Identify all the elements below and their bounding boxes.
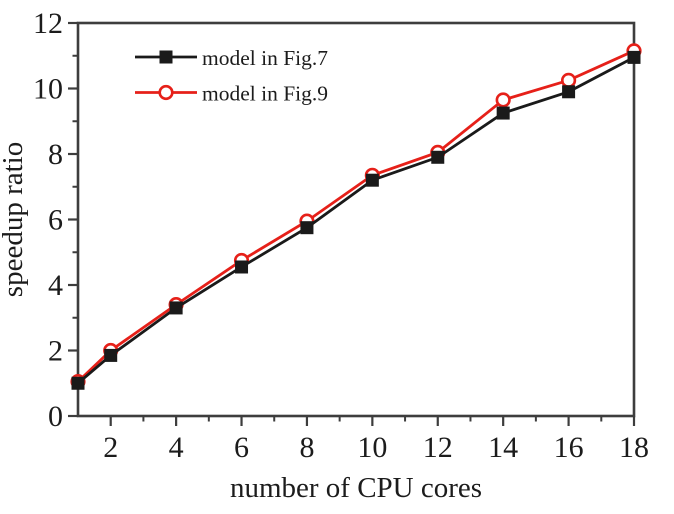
x-axis-tick-label: 10 [357, 431, 387, 464]
data-point-marker-square [365, 173, 379, 187]
series-line [77, 56, 635, 385]
data-point-marker-square [169, 301, 183, 315]
x-axis-tick-label: 14 [488, 431, 518, 464]
y-axis-title: speedup ratio [0, 142, 29, 297]
y-axis-tick-label: 4 [48, 269, 63, 302]
legend-entry-label: model in Fig.9 [202, 82, 328, 106]
x-axis-tick-label: 18 [619, 431, 649, 464]
data-point-marker-circle [158, 84, 174, 101]
x-axis-tick-label: 8 [299, 431, 314, 464]
data-point-marker-square [496, 106, 510, 120]
series-line [77, 49, 635, 383]
data-point-marker-circle [495, 92, 511, 108]
data-point-marker-square [300, 221, 314, 235]
data-point-marker-square [71, 376, 85, 390]
y-axis-tick-label: 6 [48, 204, 63, 237]
data-point-marker-square [431, 150, 445, 164]
data-point-marker-square [104, 348, 118, 362]
y-axis-tick-label: 10 [33, 73, 63, 106]
data-point-marker-square [562, 85, 576, 99]
y-axis-tick-label: 0 [48, 400, 63, 433]
x-axis-tick-label: 12 [423, 431, 453, 464]
legend-entry-label: model in Fig.7 [202, 46, 328, 70]
y-axis-tick-label: 2 [48, 335, 63, 368]
y-axis-tick-label: 12 [33, 7, 63, 40]
data-point-marker-circle [560, 72, 577, 88]
data-point-marker-square [159, 50, 173, 64]
y-axis-tick-label: 8 [48, 138, 63, 171]
data-point-marker-square [235, 260, 249, 274]
x-axis-tick-label: 6 [234, 431, 249, 464]
x-axis-tick-label: 16 [554, 431, 584, 464]
data-point-marker-square [627, 50, 641, 64]
plot-border [76, 21, 636, 418]
x-axis-tick-label: 2 [103, 431, 118, 464]
x-axis-title: number of CPU cores [230, 472, 482, 504]
x-axis-tick-label: 4 [169, 431, 184, 464]
